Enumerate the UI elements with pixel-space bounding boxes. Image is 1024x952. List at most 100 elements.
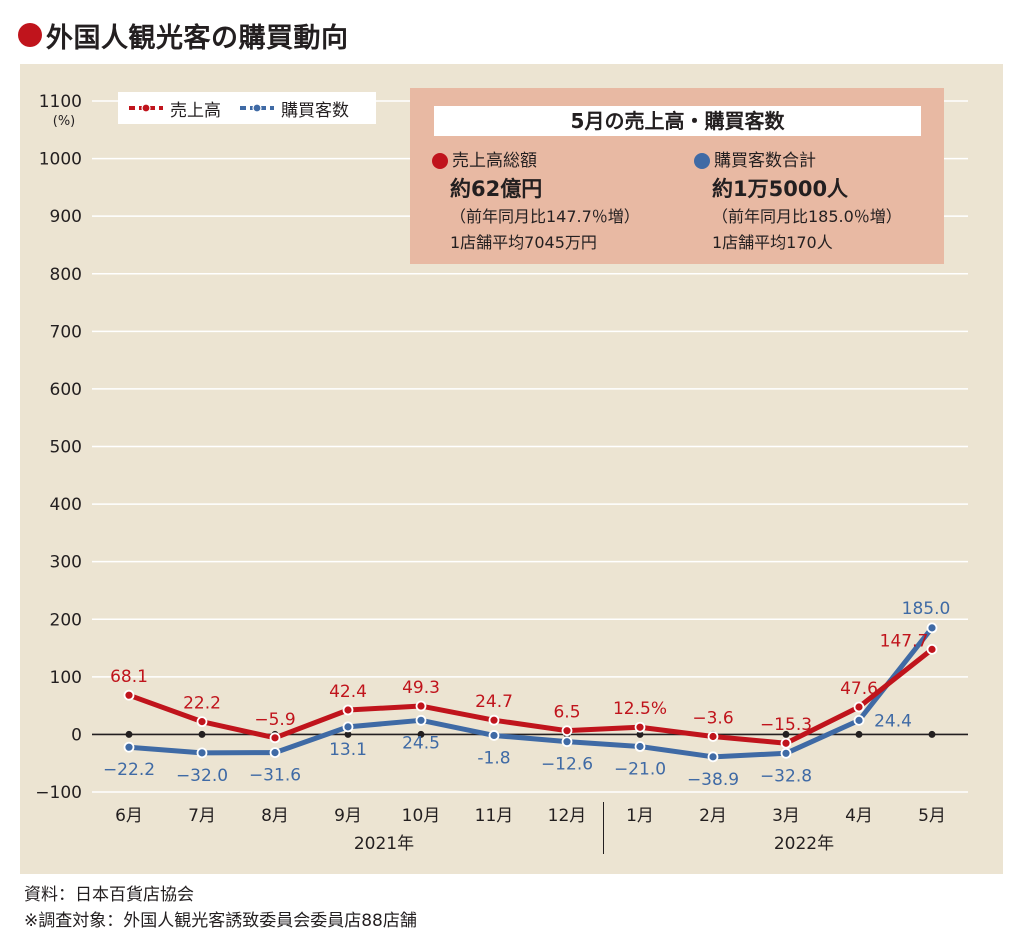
x-tick-label: 6月: [115, 806, 143, 826]
customers-bullet-icon: [694, 153, 710, 169]
legend-sales-swatch-icon: [129, 103, 163, 113]
customers-data-label: 185.0: [902, 599, 951, 619]
customers-data-label: −22.2: [103, 760, 155, 780]
sales-point: [561, 725, 573, 737]
y-tick-label: 800: [50, 265, 82, 285]
sales-total-label: 売上高総額: [452, 151, 537, 171]
customers-data-label: 24.4: [874, 711, 912, 731]
x-tick-label: 9月: [334, 806, 362, 826]
sales-data-label: 147.7: [880, 631, 929, 651]
customers-series-line: [126, 625, 935, 760]
y-tick-label: 700: [50, 322, 82, 342]
customers-data-label: −21.0: [614, 760, 666, 780]
x-tick-label: 11月: [475, 806, 514, 826]
customers-data-label: 24.5: [402, 733, 440, 753]
y-tick-label: 1100: [39, 92, 82, 112]
x-tick-label: 10月: [402, 806, 441, 826]
sales-point: [196, 716, 208, 728]
baseline-tick-dot: [782, 730, 790, 738]
sales-point: [269, 732, 281, 744]
customers-point: [853, 714, 865, 726]
sales-point: [780, 737, 792, 749]
customers-total-value: 約1万5000人: [712, 177, 849, 201]
sales-data-label: 24.7: [475, 692, 513, 712]
sales-point: [707, 731, 719, 742]
sales-data-label: −15.3: [760, 715, 812, 735]
chart-title: 外国人観光客の購買動向: [18, 18, 349, 54]
survey-note: ※調査対象：外国人観光客誘致委員会委員店88店舗: [24, 911, 417, 931]
sales-data-label: 42.4: [329, 682, 367, 702]
y-axis-unit: (%): [53, 114, 76, 129]
baseline-tick-dot: [125, 730, 133, 738]
y-tick-label: 0: [71, 725, 82, 745]
sales-point: [853, 701, 865, 713]
sales-bullet-icon: [432, 153, 448, 169]
y-tick-label: 500: [50, 438, 82, 458]
sales-series-line: [126, 646, 935, 746]
sales-data-label: −5.9: [254, 710, 295, 730]
sales-point: [634, 721, 646, 733]
legend-item-customers: 購買客数: [239, 96, 349, 121]
customers-point: [780, 747, 792, 759]
y-tick-label: −100: [35, 783, 82, 803]
legend-sales-label: 売上高: [170, 100, 221, 121]
customers-data-label: −32.0: [176, 766, 228, 786]
customers-point: [926, 622, 938, 634]
customers-point: [634, 741, 646, 752]
sales-data-label: 22.2: [183, 694, 221, 714]
summary-title: 5月の売上高・購買客数: [434, 106, 921, 136]
customers-data-label: −12.6: [541, 755, 593, 775]
baseline-tick-dot: [855, 730, 863, 738]
customers-data-label: −31.6: [249, 766, 301, 786]
sales-data-label: 68.1: [110, 667, 148, 687]
summary-customers: 購買客数合計 約1万5000人 （前年同月比185.0％増） 1店舗平均170人: [694, 148, 902, 256]
customers-point: [415, 714, 427, 726]
sales-point: [488, 714, 500, 726]
customers-data-label: -1.8: [477, 748, 510, 768]
y-tick-label: 1000: [39, 150, 82, 170]
customers-point: [488, 730, 500, 741]
sales-data-label: 6.5: [553, 703, 580, 723]
customers-data-label: 13.1: [329, 740, 367, 760]
sales-point: [926, 643, 938, 655]
legend-customers-label: 購買客数: [281, 100, 349, 121]
x-tick-label: 2月: [699, 806, 727, 826]
baseline-tick-dot: [928, 730, 936, 738]
customers-point: [707, 751, 719, 763]
x-tick-label: 3月: [772, 806, 800, 826]
y-tick-label: 900: [50, 207, 82, 227]
sales-point: [415, 700, 427, 712]
line-chart: −100 0 100 200 300 400 500 600 700 800 900 1000 1100…: [35, 92, 968, 854]
sales-average: 1店舗平均7045万円: [450, 233, 597, 252]
y-tick-label: 400: [50, 495, 82, 515]
legend: 売上高 購買客数: [118, 92, 376, 124]
customers-change: （前年同月比185.0％増）: [712, 207, 902, 226]
summary-sales: 売上高総額 約62億円 （前年同月比147.7％増） 1店舗平均7045万円: [432, 148, 640, 256]
x-tick-label: 1月: [626, 806, 654, 826]
sales-data-label: −3.6: [692, 708, 733, 728]
customers-point: [269, 747, 281, 759]
legend-item-sales: 売上高: [128, 96, 221, 121]
x-tick-label: 12月: [548, 806, 587, 826]
customers-point: [561, 736, 573, 748]
y-tick-label: 300: [50, 553, 82, 573]
year-label-2022: 2022年: [774, 834, 834, 854]
baseline-tick-dot: [417, 730, 425, 738]
y-tick-label: 100: [50, 668, 82, 688]
customers-point: [123, 741, 135, 753]
x-tick-label: 8月: [261, 806, 289, 826]
customers-point: [342, 721, 354, 733]
sales-point: [123, 689, 135, 701]
y-tick-label: 600: [50, 380, 82, 400]
sales-point: [342, 704, 354, 716]
title-bullet-icon: [18, 23, 42, 47]
year-label-2021: 2021年: [354, 834, 414, 854]
customers-average: 1店舗平均170人: [712, 233, 833, 252]
x-tick-label: 7月: [188, 806, 216, 826]
baseline-tick-dot: [344, 730, 352, 738]
x-tick-label: 5月: [918, 806, 946, 826]
may-summary-box: 5月の売上高・購買客数 売上高総額 約62億円 （前年同月比147.7％増） 1…: [410, 88, 944, 264]
source-note: 資料：日本百貨店協会: [24, 885, 194, 905]
customers-data-label: −38.9: [687, 770, 739, 790]
customers-point: [196, 747, 208, 759]
